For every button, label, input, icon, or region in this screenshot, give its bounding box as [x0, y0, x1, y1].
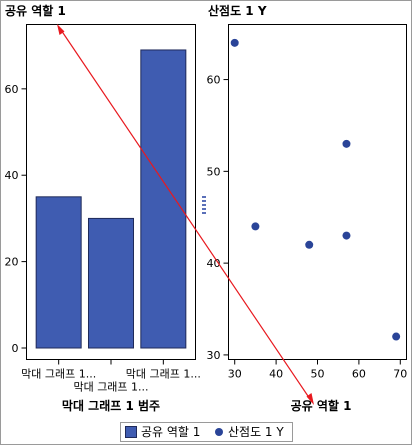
scatter-chart-title: 산점도 1 Y: [208, 3, 267, 18]
bar-y-tick-label: 60: [5, 83, 19, 96]
bar-y-tick-label: 40: [5, 169, 19, 182]
bar-category-label: 막대 그래프 1...: [126, 368, 201, 381]
scatter-x-tick-label: 50: [311, 368, 325, 381]
scatter-x-axis-title: 공유 역할 1: [291, 398, 352, 413]
bar-x-axis-title: 막대 그래프 1 범주: [62, 398, 160, 413]
legend: 공유 역할 1 산점도 1 Y: [120, 422, 293, 442]
panel-splitter-handle[interactable]: [202, 196, 206, 214]
bar: [140, 49, 187, 349]
bar-category-label: 막대 그래프 1...: [21, 368, 96, 381]
legend-bar-swatch: [125, 426, 137, 438]
scatter-point: [305, 240, 314, 249]
bar-series: [35, 49, 187, 349]
bar-y-axis: 0 20 40 60: [5, 83, 27, 355]
scatter-point: [342, 139, 351, 148]
scatter-point: [230, 38, 239, 47]
scatter-point: [342, 231, 351, 240]
scatter-x-tick-label: 30: [228, 368, 242, 381]
bar-chart-title: 공유 역할 1: [5, 3, 66, 18]
scatter-y-tick-label: 50: [207, 165, 221, 178]
legend-item-bar: 공유 역할 1: [141, 425, 200, 439]
scatter-x-tick-label: 40: [269, 368, 283, 381]
scatter-x-axis: 30 40 50 60 70: [228, 359, 407, 381]
scatter-x-tick-label: 70: [393, 368, 407, 381]
scatter-y-tick-label: 30: [207, 349, 221, 362]
overlay-arrow: [57, 24, 314, 405]
legend-box: [120, 422, 293, 442]
legend-scatter-marker: [215, 428, 223, 436]
scatter-point: [392, 332, 401, 341]
bar-y-tick-label: 20: [5, 256, 19, 269]
bar: [35, 196, 82, 349]
legend-item-scatter: 산점도 1 Y: [228, 425, 284, 439]
bar-y-tick-label: 0: [12, 342, 19, 355]
bar: [87, 217, 135, 349]
scatter-x-tick-label: 60: [352, 368, 366, 381]
arrowhead-end: [306, 393, 314, 405]
bar-x-axis: 막대 그래프 1...막대 그래프 1...막대 그래프 1...: [21, 359, 201, 394]
scatter-y-tick-label: 60: [207, 74, 221, 87]
arrowhead-start: [57, 24, 65, 35]
scatter-point: [251, 222, 260, 231]
bar-category-label: 막대 그래프 1...: [73, 381, 148, 394]
scatter-series: [230, 38, 401, 341]
